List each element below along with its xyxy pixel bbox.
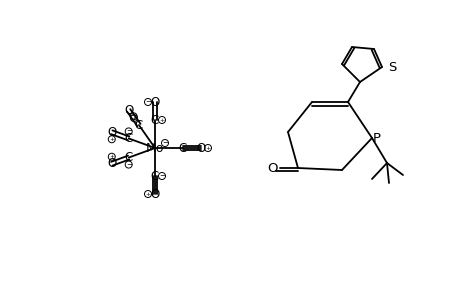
Text: +: + (131, 116, 136, 121)
Text: C: C (151, 113, 159, 127)
Text: −: − (125, 128, 131, 134)
Text: +: + (145, 191, 150, 196)
Text: +: + (159, 118, 164, 122)
Text: C: C (134, 118, 143, 132)
Text: −: − (159, 173, 165, 179)
Text: −: − (145, 99, 151, 105)
Text: C: C (151, 169, 159, 182)
Text: O: O (150, 95, 159, 109)
Text: Mo: Mo (146, 142, 164, 154)
Text: +: + (205, 146, 210, 151)
Text: −: − (162, 140, 168, 146)
Text: −: − (125, 162, 131, 168)
Text: +: + (109, 137, 114, 142)
Text: O: O (196, 142, 205, 154)
Text: C: C (179, 142, 187, 154)
Text: −: − (130, 113, 136, 119)
Text: C: C (124, 132, 133, 145)
Text: S: S (387, 61, 395, 74)
Text: O: O (150, 188, 159, 200)
Text: O: O (107, 126, 116, 139)
Text: +: + (109, 154, 114, 159)
Text: C: C (124, 151, 133, 164)
Text: O: O (107, 157, 116, 170)
Text: P: P (372, 131, 380, 145)
Text: O: O (267, 161, 278, 175)
Text: O: O (124, 104, 133, 117)
